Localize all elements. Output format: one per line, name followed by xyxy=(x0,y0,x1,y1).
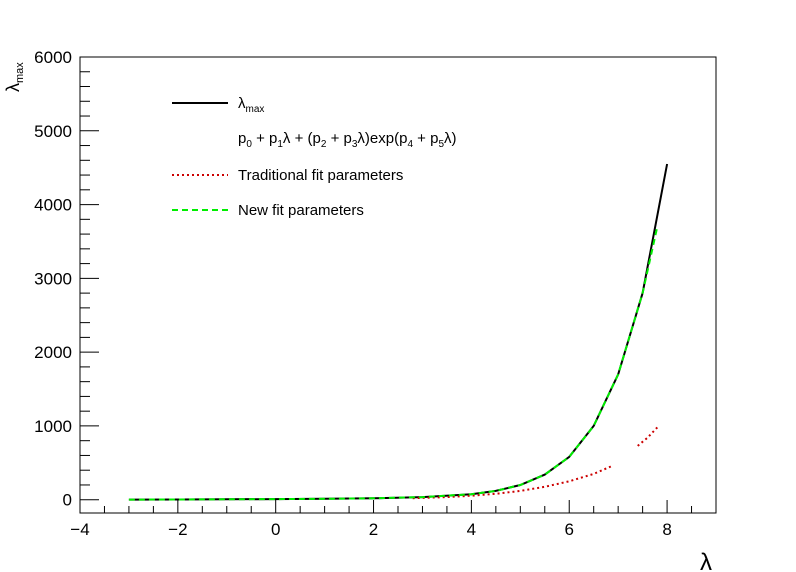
legend-label: New fit parameters xyxy=(238,202,364,219)
legend-label: Traditional fit parameters xyxy=(238,167,403,184)
x-tick-label: 0 xyxy=(271,520,280,539)
series-layer xyxy=(128,163,669,501)
y-tick-label: 2000 xyxy=(34,343,72,362)
x-axis-ticks: −4 −2 0 2 4 6 8 xyxy=(70,500,717,539)
y-tick-label: 4000 xyxy=(34,196,72,215)
y-tick-label: 1000 xyxy=(34,417,72,436)
x-axis-label: λ xyxy=(700,549,712,572)
x-tick-label: 2 xyxy=(369,520,378,539)
x-tick-label: 6 xyxy=(564,520,573,539)
y-axis-ticks: 0 1000 2000 3000 4000 5000 6000 xyxy=(34,48,99,510)
y-axis-label: λmax xyxy=(3,62,26,92)
x-tick-label: 8 xyxy=(662,520,671,539)
series-line-dashed xyxy=(128,226,659,501)
y-axis-label-sub: max xyxy=(14,62,26,83)
y-tick-label: 5000 xyxy=(34,122,72,141)
series-line-dotted xyxy=(412,465,612,500)
x-tick-label: −2 xyxy=(168,520,187,539)
y-tick-label: 3000 xyxy=(34,269,72,288)
y-axis-label-main: λ xyxy=(3,83,23,92)
y-tick-label: 6000 xyxy=(34,48,72,67)
legend-label: λmax xyxy=(238,95,264,115)
legend-label: p0 + p1λ + (p2 + p3λ)exp(p4 + p5λ) xyxy=(238,130,457,150)
x-tick-label: 4 xyxy=(467,520,476,539)
svg-text:λmax: λmax xyxy=(3,62,26,92)
plot-frame xyxy=(79,56,717,514)
legend: λmax p0 + p1λ + (p2 + p3λ)exp(p4 + p5λ) Tr… xyxy=(172,95,457,219)
series-line-solid xyxy=(128,163,669,501)
x-tick-label: −4 xyxy=(70,520,89,539)
series-line-dotted xyxy=(637,426,659,447)
y-tick-label: 0 xyxy=(63,491,72,510)
